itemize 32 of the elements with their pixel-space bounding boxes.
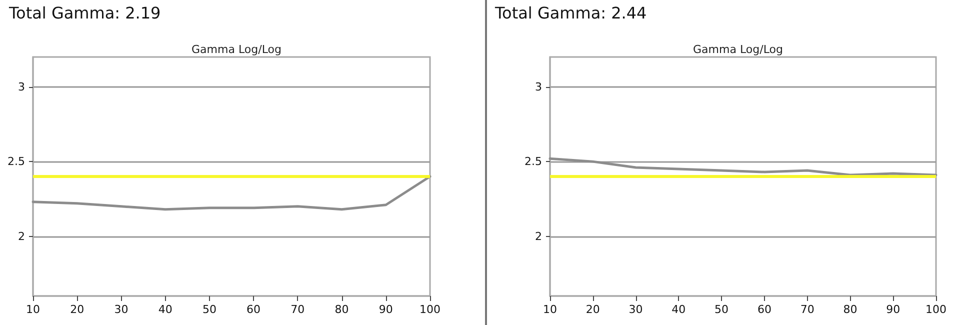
x-tick-label: 50 [202,303,216,316]
x-tick-label: 60 [246,303,261,316]
x-tick-label: 100 [420,303,440,316]
x-tick-label: 40 [158,303,172,316]
y-tick-label: 3 [18,80,25,94]
line-series [32,175,432,211]
x-tick-label: 50 [714,303,729,316]
chart-title: Total Gamma: 2.19 [8,4,161,22]
y-tick-label: 2.5 [8,155,25,168]
y-tick-label: 2.5 [524,155,542,168]
chart-title: Total Gamma: 2.44 [494,4,647,22]
x-tick-label: 100 [926,303,946,316]
x-tick-label: 80 [843,303,858,316]
x-tick-label: 10 [543,303,557,316]
x-tick-label: 90 [378,303,393,316]
x-tick-label: 60 [757,303,772,316]
x-tick-label: 80 [334,303,349,316]
x-tick-label: 20 [586,303,600,316]
x-tick-label: 40 [672,303,686,316]
y-tick-label: 2 [535,230,542,243]
x-tick-label: 90 [886,303,900,316]
x-tick-label: 70 [290,303,305,316]
line-series [548,157,938,176]
x-tick-label: 20 [70,303,84,316]
x-tick-label: 30 [114,303,128,316]
x-tick-label: 10 [26,303,40,316]
chart-subtitle: Gamma Log/Log [693,43,783,56]
y-tick-label: 3 [535,80,542,94]
chart-subtitle: Gamma Log/Log [192,43,282,56]
x-tick-label: 30 [628,303,643,316]
y-tick-label: 2 [18,230,25,243]
x-tick-label: 70 [800,303,814,316]
